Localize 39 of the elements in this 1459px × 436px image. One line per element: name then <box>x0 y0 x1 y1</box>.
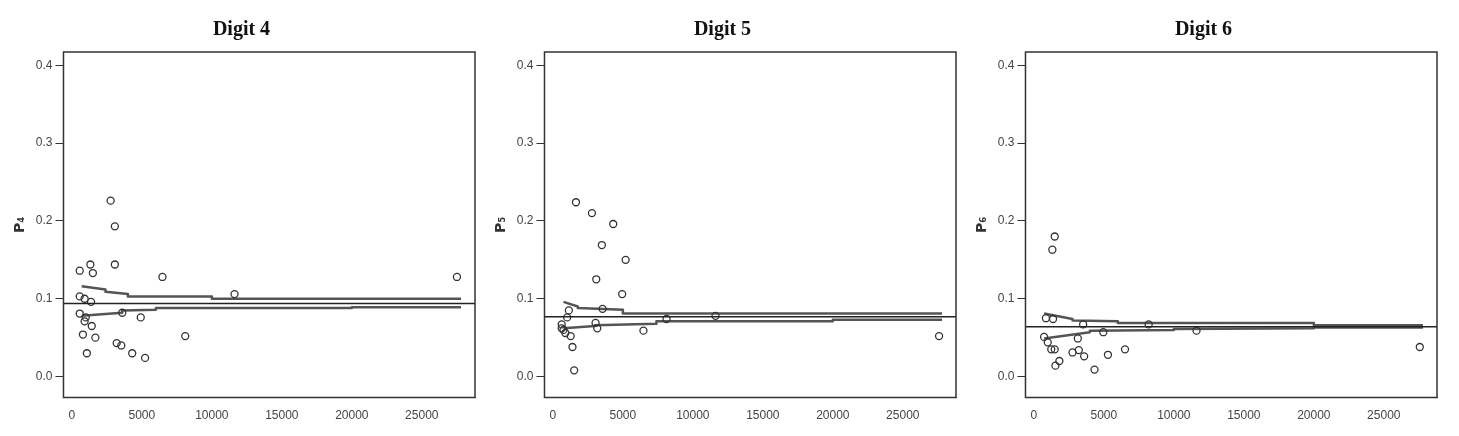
y-tick-label: 0.2 <box>997 213 1015 228</box>
x-tick-label: 15000 <box>746 408 780 423</box>
y-tick-label: 0.2 <box>516 213 534 228</box>
y-tick-label: 0.4 <box>516 57 534 72</box>
y-tick-label: 0.1 <box>516 291 534 306</box>
x-tick-label: 25000 <box>405 408 439 423</box>
x-tick-label: 10000 <box>195 408 229 423</box>
chart-title: Digit 4 <box>212 17 271 41</box>
y-axis-title: P₆ <box>973 216 990 233</box>
x-tick-label: 5000 <box>609 408 637 423</box>
x-tick-label: 5000 <box>1090 408 1118 423</box>
y-tick-label: 0.1 <box>997 291 1015 306</box>
y-tick-label: 0.1 <box>35 291 53 306</box>
x-tick-label: 0 <box>1030 408 1038 423</box>
y-tick-label: 0.3 <box>997 135 1015 150</box>
y-tick-label: 0.4 <box>997 57 1015 72</box>
x-tick-label: 5000 <box>128 408 156 423</box>
chart-title: Digit 6 <box>1174 17 1233 41</box>
y-axis-title: P₄ <box>11 216 28 233</box>
x-tick-label: 15000 <box>1227 408 1261 423</box>
x-tick-label: 25000 <box>1367 408 1401 423</box>
y-tick-label: 0.3 <box>35 135 53 150</box>
y-tick-label: 0.0 <box>516 368 534 383</box>
y-tick-label: 0.0 <box>997 368 1015 383</box>
x-tick-label: 20000 <box>1297 408 1331 423</box>
y-tick-label: 0.3 <box>516 135 534 150</box>
x-tick-label: 10000 <box>676 408 710 423</box>
x-tick-label: 25000 <box>886 408 920 423</box>
y-tick-label: 0.0 <box>35 368 53 383</box>
x-tick-label: 10000 <box>1157 408 1191 423</box>
x-tick-label: 20000 <box>816 408 850 423</box>
x-tick-label: 15000 <box>265 408 299 423</box>
x-tick-label: 0 <box>68 408 76 423</box>
y-tick-label: 0.2 <box>35 213 53 228</box>
x-tick-label: 20000 <box>335 408 369 423</box>
chart-title: Digit 5 <box>693 17 752 41</box>
x-tick-label: 0 <box>549 408 557 423</box>
y-tick-label: 0.4 <box>35 57 53 72</box>
y-axis-title: P₅ <box>492 216 509 233</box>
